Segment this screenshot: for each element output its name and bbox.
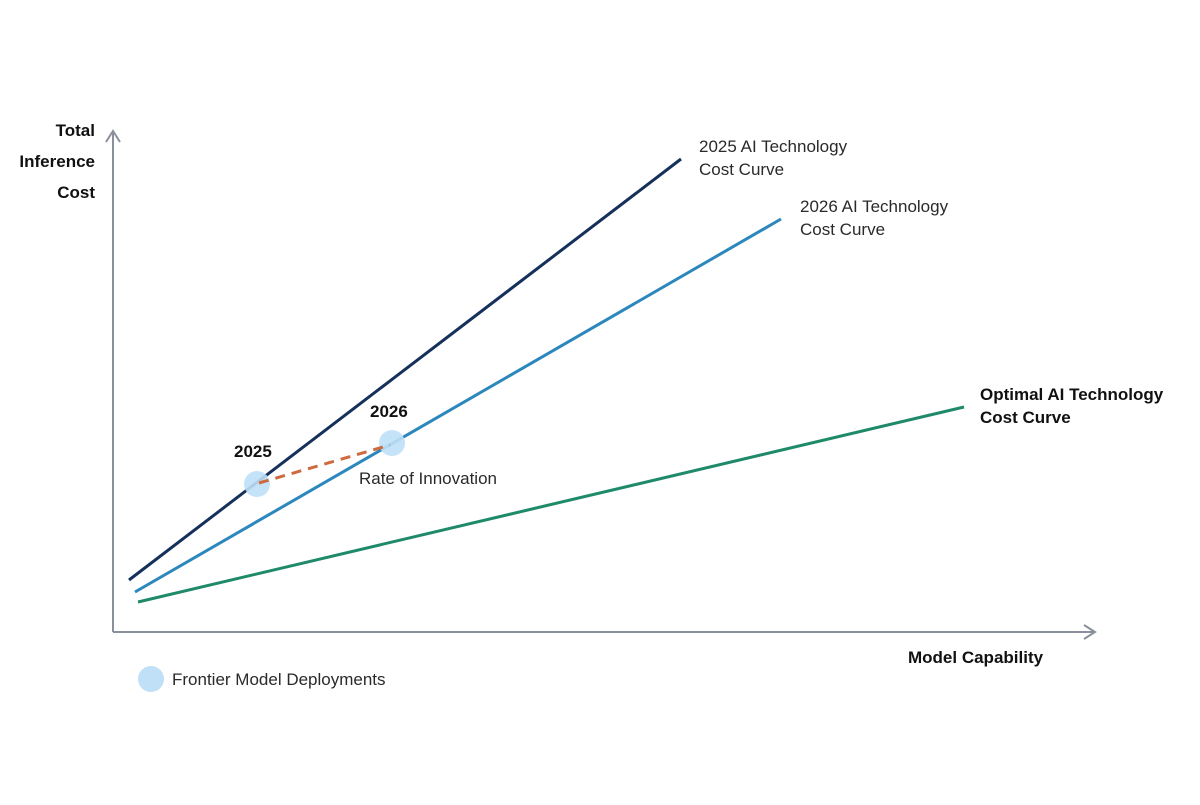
curve-label-2025: 2025 AI Technology Cost Curve bbox=[699, 135, 847, 181]
circle-icon bbox=[138, 666, 164, 692]
deployment-dot-2026 bbox=[379, 430, 405, 456]
innovation-dashed-line bbox=[258, 443, 391, 485]
legend: Frontier Model Deployments bbox=[138, 666, 386, 692]
x-axis-arrow bbox=[1083, 624, 1097, 640]
point-label-2026: 2026 bbox=[370, 402, 408, 421]
curve-label-line: Cost Curve bbox=[980, 408, 1071, 427]
curve-label-line: Cost Curve bbox=[699, 160, 785, 179]
deployment-dot-2025 bbox=[244, 471, 270, 497]
point-label-2025: 2025 bbox=[234, 442, 272, 461]
y-axis-label-line: Cost bbox=[57, 183, 95, 202]
curve-label-line: 2026 AI Technology bbox=[800, 197, 949, 216]
innovation-label: Rate of Innovation bbox=[359, 469, 497, 488]
y-axis-label-line: Total bbox=[55, 121, 95, 140]
curve-line-2025 bbox=[128, 157, 682, 582]
curve-line-optimal bbox=[137, 405, 965, 604]
curve-label-line: Optimal AI Technology bbox=[980, 385, 1164, 404]
curve-label-2026: 2026 AI Technology Cost Curve bbox=[800, 195, 948, 241]
curve-line-2026 bbox=[134, 217, 782, 594]
curve-label-line: Cost Curve bbox=[800, 220, 886, 239]
x-axis-label: Model Capability bbox=[908, 648, 1044, 667]
y-axis-arrow bbox=[105, 129, 121, 143]
legend-label: Frontier Model Deployments bbox=[172, 669, 386, 689]
curve-label-line: 2025 AI Technology bbox=[699, 137, 848, 156]
curve-label-optimal: Optimal AI Technology Cost Curve bbox=[980, 383, 1163, 429]
y-axis-label: Total Inference Cost bbox=[0, 115, 95, 208]
y-axis-label-line: Inference bbox=[19, 152, 95, 171]
